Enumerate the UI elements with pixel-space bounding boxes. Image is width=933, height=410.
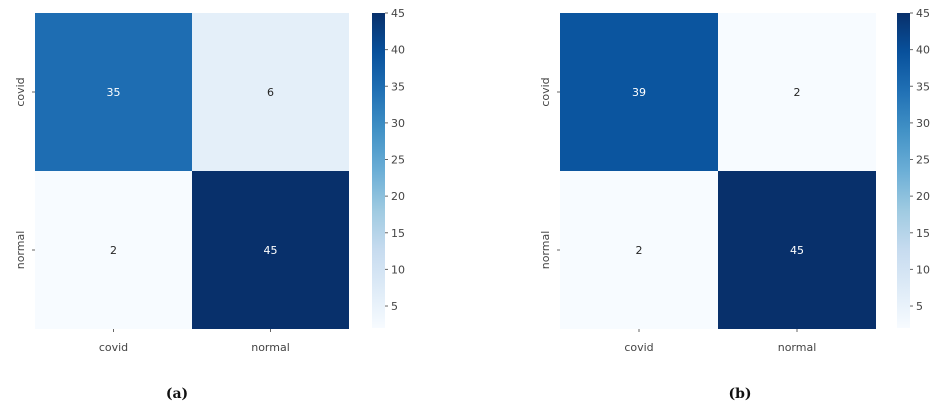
heatmap-cell-covid-covid (560, 13, 718, 171)
y-tick-label: covid (14, 77, 27, 106)
colorbar-tick-label: 10 (391, 263, 405, 276)
cell-value-label: 39 (632, 86, 646, 99)
colorbar-tick-label: 35 (391, 80, 405, 93)
colorbar-tick-label: 25 (916, 154, 930, 167)
colorbar-tick-label: 45 (391, 7, 405, 20)
x-tick-label: covid (99, 341, 128, 354)
colorbar-tick-label: 25 (391, 154, 405, 167)
x-tick-label: normal (251, 341, 290, 354)
heatmap-cell-normal-covid (35, 171, 192, 329)
colorbar-tick-label: 35 (916, 80, 930, 93)
cell-value-label: 45 (790, 244, 804, 257)
heatmap-cell-covid-normal (192, 13, 349, 171)
cell-value-label: 2 (636, 244, 643, 257)
cell-value-label: 35 (107, 86, 121, 99)
colorbar-tick-label: 45 (916, 7, 930, 20)
colorbar-tick-label: 15 (391, 227, 405, 240)
colorbar-tick-label: 5 (391, 300, 398, 313)
colorbar (372, 13, 385, 328)
colorbar-tick-label: 20 (916, 190, 930, 203)
colorbar-tick-label: 10 (916, 263, 930, 276)
colorbar-tick-label: 15 (916, 227, 930, 240)
cell-value-label: 45 (264, 244, 278, 257)
heatmap-cell-covid-covid (35, 13, 192, 171)
y-tick-label: normal (14, 231, 27, 270)
colorbar-tick-label: 30 (916, 117, 930, 130)
y-tick-label: normal (539, 231, 552, 270)
y-tick-label: covid (539, 77, 552, 106)
cell-value-label: 2 (794, 86, 801, 99)
colorbar-tick-label: 20 (391, 190, 405, 203)
heatmap-cell-normal-covid (560, 171, 718, 329)
colorbar-tick-label: 30 (391, 117, 405, 130)
confusion-matrix-a: 35 6 2 45 covid normal covid normal 5 10 15 20 25 30 3… (14, 7, 405, 402)
colorbar-tick-label: 40 (391, 44, 405, 57)
figure-caption: (a) (166, 386, 188, 402)
cell-value-label: 2 (110, 244, 117, 257)
cell-value-label: 6 (267, 86, 274, 99)
x-tick-label: normal (778, 341, 817, 354)
colorbar-tick-label: 5 (916, 300, 923, 313)
figure-caption: (b) (728, 386, 751, 402)
colorbar (897, 13, 910, 328)
heatmap-cell-covid-normal (718, 13, 876, 171)
colorbar-tick-label: 40 (916, 44, 930, 57)
heatmap-cell-normal-normal (718, 171, 876, 329)
confusion-matrix-b: 39 2 2 45 covid normal covid normal 5 10 15 20 25 30 3… (539, 7, 930, 402)
heatmap-cell-normal-normal (192, 171, 349, 329)
x-tick-label: covid (624, 341, 653, 354)
